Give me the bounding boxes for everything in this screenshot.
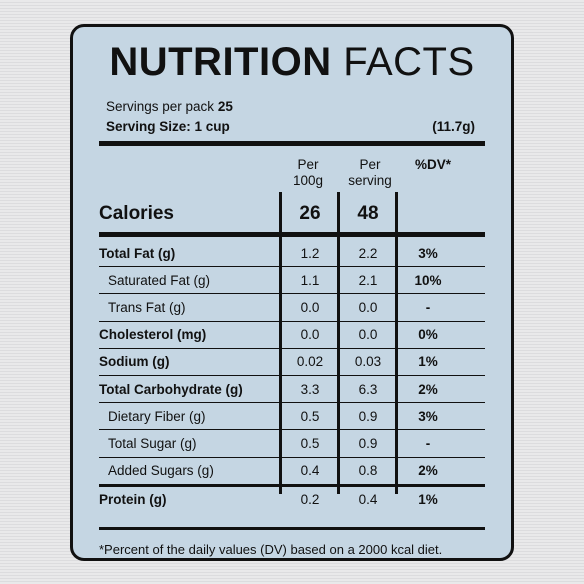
column-header-line: serving — [348, 173, 392, 188]
nutrient-dv: 1% — [418, 354, 438, 370]
nutrient-dv: 0% — [418, 327, 438, 343]
nutrient-per-serving: 0.03 — [354, 354, 382, 370]
divider-bottom — [99, 527, 485, 530]
nutrient-per-100g: 0.4 — [300, 463, 320, 479]
table-row: Protein (g) 0.2 0.4 1% — [99, 487, 485, 513]
nutrient-per-serving: 0.0 — [358, 327, 378, 343]
divider-thick-calories — [99, 232, 485, 237]
nutrient-per-100g: 0.2 — [300, 492, 320, 508]
nutrient-dv: - — [425, 435, 431, 451]
footnote: *Percent of the daily values (DV) based … — [99, 542, 443, 557]
table-row: Added Sugars (g) 0.4 0.8 2% — [99, 458, 485, 487]
table-row: Dietary Fiber (g) 0.5 0.9 3% — [99, 403, 485, 431]
nutrient-label: Saturated Fat (g) — [108, 272, 211, 288]
nutrient-dv: 10% — [414, 272, 442, 288]
calories-label: Calories — [99, 203, 174, 224]
table-row: Trans Fat (g) 0.0 0.0 - — [99, 294, 485, 322]
servings-per-pack: Servings per pack 25 — [106, 99, 233, 114]
nutrient-dv: 1% — [418, 492, 438, 508]
nutrient-dv: 2% — [418, 463, 438, 479]
nutrient-table: Total Fat (g) 1.2 2.2 3% Saturated Fat (… — [99, 240, 485, 513]
calories-per-serving: 48 — [357, 203, 379, 224]
column-divider — [395, 192, 398, 494]
nutrient-label: Total Carbohydrate (g) — [99, 381, 243, 397]
title-bold: NUTRITION — [109, 40, 332, 84]
nutrient-per-serving: 0.0 — [358, 299, 378, 315]
nutrient-label: Sodium (g) — [99, 354, 170, 370]
serving-size-weight: (11.7g) — [432, 119, 475, 134]
nutrient-label: Added Sugars (g) — [108, 463, 214, 479]
nutrient-per-100g: 1.1 — [300, 272, 320, 288]
nutrient-per-serving: 6.3 — [358, 381, 378, 397]
column-header-line: Per — [359, 157, 381, 172]
nutrient-per-100g: 0.5 — [300, 408, 320, 424]
nutrient-per-serving: 0.4 — [358, 492, 378, 508]
nutrient-dv: - — [425, 299, 431, 315]
nutrient-per-serving: 2.2 — [358, 245, 378, 261]
title-regular: FACTS — [343, 40, 475, 84]
servings-label: Servings per pack — [106, 99, 215, 114]
column-header-per-serving: Per serving — [340, 157, 400, 189]
nutrient-per-100g: 1.2 — [300, 245, 320, 261]
serving-size: Serving Size: 1 cup — [106, 119, 230, 134]
nutrient-per-100g: 0.02 — [296, 354, 324, 370]
label-title: NUTRITION FACTS — [73, 39, 511, 85]
column-divider — [279, 192, 282, 494]
nutrient-per-100g: 0.5 — [300, 435, 320, 451]
servings-value: 25 — [217, 99, 233, 114]
nutrient-label: Trans Fat (g) — [108, 299, 186, 315]
table-row: Total Carbohydrate (g) 3.3 6.3 2% — [99, 376, 485, 404]
nutrient-per-serving: 2.1 — [358, 272, 378, 288]
nutrient-label: Total Fat (g) — [99, 245, 176, 261]
nutrient-label: Cholesterol (mg) — [99, 327, 207, 343]
nutrient-per-100g: 3.3 — [300, 381, 320, 397]
calories-per-100g: 26 — [299, 203, 321, 224]
divider-thick-top — [99, 141, 485, 146]
nutrient-dv: 3% — [418, 408, 438, 424]
column-header-line: 100g — [292, 173, 324, 188]
column-header-line: Per — [297, 157, 319, 172]
nutrient-dv: 3% — [418, 245, 438, 261]
nutrient-label: Total Sugar (g) — [108, 435, 197, 451]
nutrient-per-serving: 0.8 — [358, 463, 378, 479]
nutrient-per-100g: 0.0 — [300, 327, 320, 343]
table-row: Saturated Fat (g) 1.1 2.1 10% — [99, 267, 485, 295]
table-row: Cholesterol (mg) 0.0 0.0 0% — [99, 322, 485, 349]
column-divider — [337, 192, 340, 494]
nutrient-label: Protein (g) — [99, 492, 167, 508]
table-row: Sodium (g) 0.02 0.03 1% — [99, 349, 485, 376]
nutrient-per-serving: 0.9 — [358, 435, 378, 451]
nutrient-per-serving: 0.9 — [358, 408, 378, 424]
table-row: Total Fat (g) 1.2 2.2 3% — [99, 240, 485, 268]
column-header-per-100g: Per 100g — [288, 157, 328, 189]
nutrition-facts-label: NUTRITION FACTS Servings per pack 25 Ser… — [70, 24, 514, 561]
nutrient-dv: 2% — [418, 381, 438, 397]
table-row: Total Sugar (g) 0.5 0.9 - — [99, 430, 485, 458]
nutrient-label: Dietary Fiber (g) — [108, 408, 206, 424]
nutrient-per-100g: 0.0 — [300, 299, 320, 315]
column-header-dv: %DV* — [414, 157, 451, 172]
